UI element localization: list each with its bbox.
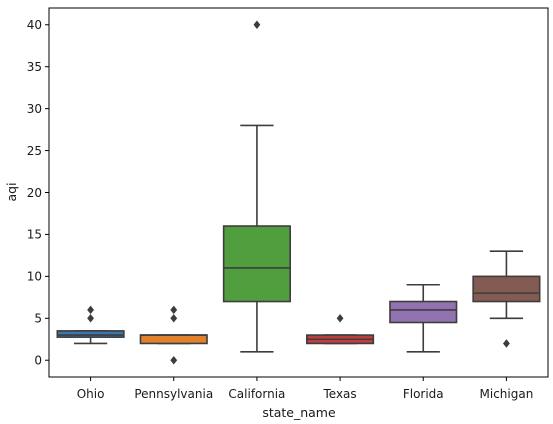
x-tick-label-california: California xyxy=(228,387,285,401)
x-tick-label-pennsylvania: Pennsylvania xyxy=(134,387,213,401)
box-california xyxy=(222,225,291,303)
outlier-point-texas xyxy=(336,314,344,323)
x-tick-label-florida: Florida xyxy=(403,387,444,401)
y-axis-label: aqi xyxy=(4,182,19,201)
x-tick-label-michigan: Michigan xyxy=(480,387,534,401)
box-florida xyxy=(389,300,458,324)
box-pennsylvania xyxy=(139,334,208,345)
y-tick-label: 5 xyxy=(34,312,42,326)
y-tick-label: 35 xyxy=(27,60,42,74)
outlier-point-california xyxy=(253,20,261,30)
y-tick-label: 30 xyxy=(27,102,42,116)
outlier-point-ohio xyxy=(87,305,94,315)
outlier-point-ohio xyxy=(87,314,94,323)
y-tick-label: 20 xyxy=(27,186,42,200)
outlier-point-pennsylvania xyxy=(170,305,178,315)
outlier-point-pennsylvania xyxy=(170,355,178,365)
plot-area: 0 5 10 15 20 25 30 35 40 Ohio Pennsylvania Californ… xyxy=(27,7,549,401)
y-tick-label: 25 xyxy=(27,144,42,158)
x-tick-label-ohio: Ohio xyxy=(77,387,105,401)
outlier-point-pennsylvania xyxy=(170,314,178,323)
box-ohio xyxy=(56,330,125,338)
outlier-point-michigan xyxy=(503,339,510,348)
plot-frame xyxy=(48,7,549,378)
y-tick-label: 15 xyxy=(27,228,42,242)
x-axis-label: state_name xyxy=(262,405,336,420)
box-michigan xyxy=(472,275,541,303)
x-tick-label-texas: Texas xyxy=(322,387,356,401)
y-tick-label: 40 xyxy=(27,18,42,32)
y-tick-label: 0 xyxy=(34,354,42,368)
y-tick-label: 10 xyxy=(27,270,42,284)
